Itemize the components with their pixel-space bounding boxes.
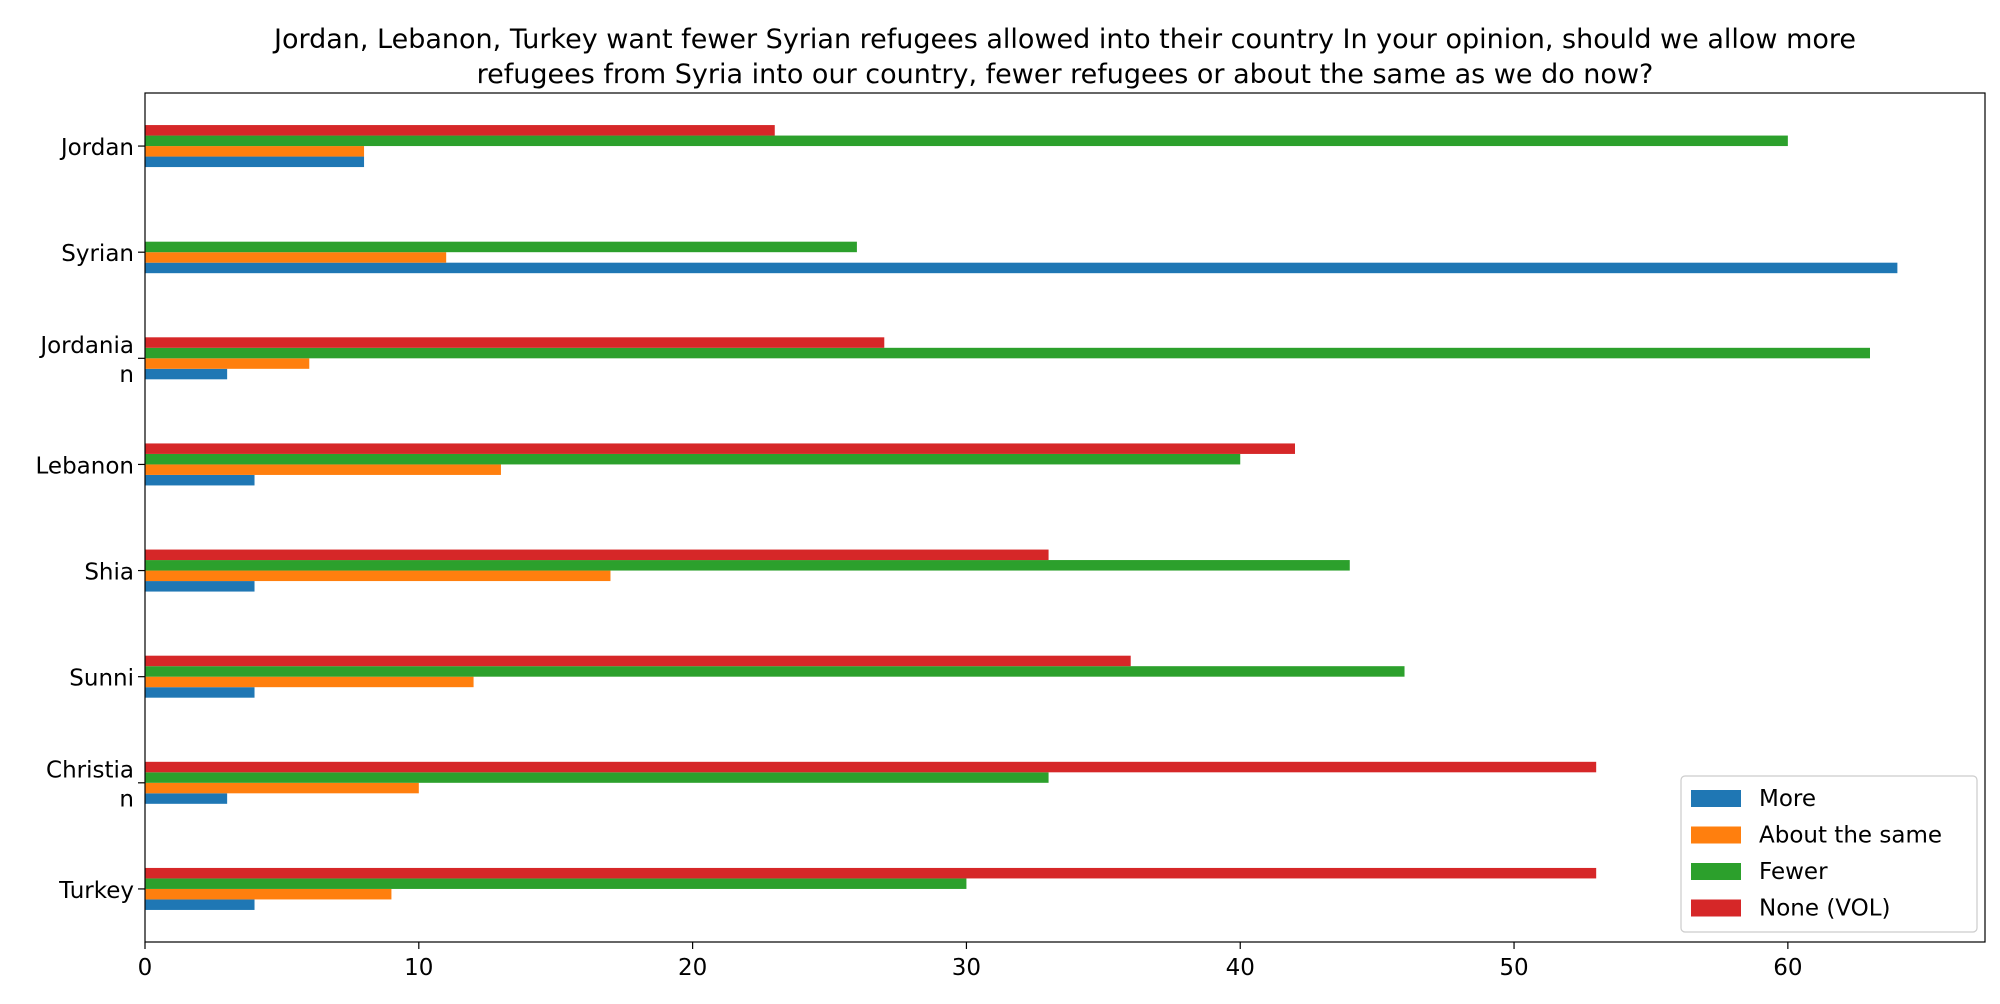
y-tick-label: Turkey (58, 878, 134, 904)
y-tick-label: n (119, 362, 134, 388)
x-tick-label: 0 (138, 955, 153, 981)
bar-about-the-same-christian (145, 782, 419, 794)
legend-swatch (1691, 826, 1741, 844)
legend-label: More (1759, 786, 1816, 812)
bar-none-vol-turkey (145, 867, 1597, 879)
legend-label: Fewer (1759, 859, 1828, 885)
bar-none-vol-christian (145, 761, 1597, 773)
legend-swatch (1691, 899, 1741, 917)
bar-more-jordanian (145, 368, 228, 380)
x-tick-label: 20 (678, 955, 707, 981)
y-tick-label: Christia (46, 757, 134, 783)
bar-about-the-same-lebanon (145, 464, 501, 475)
bar-fewer-sunni (145, 666, 1405, 677)
x-tick-label: 30 (952, 955, 981, 981)
chart-title: Jordan, Lebanon, Turkey want fewer Syria… (272, 24, 1856, 90)
bar-fewer-christian (145, 772, 1049, 783)
bar-none-vol-shia (145, 549, 1049, 561)
bar-fewer-jordanian (145, 347, 1870, 359)
bar-more-sunni (145, 687, 255, 698)
y-tick-label: Jordania (38, 333, 134, 359)
bar-none-vol-jordan (145, 125, 775, 136)
x-axis: 0 10 20 30 40 50 60 (138, 942, 1802, 981)
y-tick-label: Jordan (59, 135, 134, 161)
bar-fewer-lebanon (145, 453, 1241, 465)
bar-none-vol-jordanian (145, 337, 885, 348)
legend-swatch (1691, 863, 1741, 880)
bar-fewer-shia (145, 560, 1350, 571)
legend: More About the same Fewer None (VOL) (1680, 775, 1978, 933)
legend-label: About the same (1759, 823, 1942, 849)
bar-more-shia (145, 581, 255, 592)
y-tick-label: Lebanon (36, 453, 134, 479)
legend-swatch (1691, 790, 1741, 807)
bar-about-the-same-turkey (145, 888, 392, 900)
legend-label: None (VOL) (1759, 896, 1891, 922)
bar-fewer-turkey (145, 878, 967, 889)
chart-title-line: refugees from Syria into our country, fe… (477, 59, 1654, 90)
bar-about-the-same-jordan (145, 146, 365, 157)
bar-about-the-same-shia (145, 570, 611, 582)
bar-fewer-syrian (145, 241, 857, 253)
y-tick-label: n (119, 786, 134, 812)
bar-more-syrian (145, 262, 1898, 274)
bar-none-vol-sunni (145, 655, 1131, 667)
x-tick-label: 10 (404, 955, 433, 981)
y-tick-label: Sunni (69, 666, 134, 692)
bar-more-turkey (145, 899, 255, 910)
bar-none-vol-lebanon (145, 443, 1295, 454)
x-tick-label: 50 (1499, 955, 1528, 981)
x-tick-label: 60 (1773, 955, 1802, 981)
y-axis: Jordan Syrian Jordania n Lebanon Shia Sunni Chr… (36, 135, 145, 904)
y-tick-label: Shia (84, 560, 134, 586)
bar-more-jordan (145, 156, 365, 168)
bar-fewer-jordan (145, 135, 1788, 147)
bar-about-the-same-jordanian (145, 358, 310, 369)
y-tick-label: Syrian (61, 241, 134, 267)
legend-box (1680, 775, 1978, 933)
chart-title-line: Jordan, Lebanon, Turkey want fewer Syria… (272, 24, 1856, 55)
bar-more-lebanon (145, 474, 255, 486)
bar-about-the-same-syrian (145, 252, 447, 263)
plot-frame (144, 92, 1986, 943)
bar-about-the-same-sunni (145, 676, 474, 688)
bar-more-christian (145, 793, 228, 804)
bars (145, 125, 1898, 910)
x-tick-label: 40 (1226, 955, 1255, 981)
